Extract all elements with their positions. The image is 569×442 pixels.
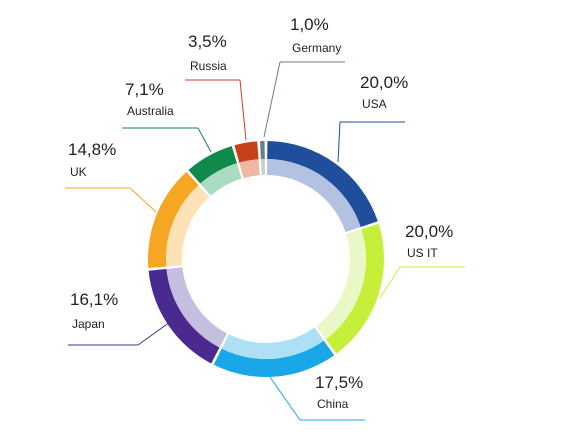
value-label: 20,0% <box>360 73 408 92</box>
leader-connector <box>129 187 157 213</box>
value-label: 17,5% <box>315 373 363 392</box>
leader-connector <box>269 376 301 421</box>
category-label: US IT <box>407 246 438 260</box>
category-label: Russia <box>190 59 227 73</box>
category-label: China <box>317 397 349 411</box>
segment-inner <box>200 163 242 196</box>
segment-inner <box>316 229 366 340</box>
leader-connector <box>337 121 341 163</box>
category-label: Australia <box>127 104 174 118</box>
segment-inner <box>221 327 324 360</box>
leader-connector <box>137 321 171 346</box>
value-label: 3,5% <box>188 32 227 51</box>
segment-inner <box>166 267 227 348</box>
segment <box>234 141 259 163</box>
segment <box>260 141 265 160</box>
category-label: Japan <box>72 317 105 331</box>
value-label: 14,8% <box>68 140 116 159</box>
leader-connector <box>263 61 281 138</box>
segment <box>188 146 237 184</box>
segment <box>148 268 220 364</box>
category-label: Germany <box>292 41 341 55</box>
segment <box>267 141 378 227</box>
segment-inner <box>267 159 361 233</box>
leader-connector <box>239 79 247 141</box>
segment <box>148 171 199 268</box>
value-label: 20,0% <box>405 222 453 241</box>
segment-inner <box>166 185 210 267</box>
segment <box>325 223 384 354</box>
segment <box>213 340 335 378</box>
category-label: USA <box>362 97 387 111</box>
segment-inner <box>260 159 265 176</box>
category-label: UK <box>70 165 87 179</box>
leader-connector <box>197 127 212 153</box>
value-label: 16,1% <box>70 290 118 309</box>
value-label: 1,0% <box>290 15 329 34</box>
value-label: 7,1% <box>125 80 164 99</box>
segment-inner <box>239 159 260 179</box>
leader-connector <box>379 266 401 299</box>
